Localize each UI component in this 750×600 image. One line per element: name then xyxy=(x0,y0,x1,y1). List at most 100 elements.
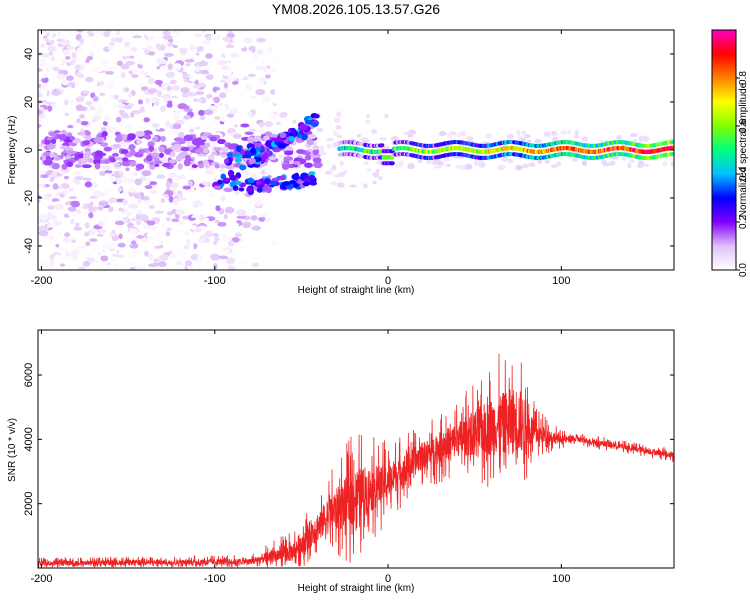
heatmap-cell xyxy=(184,59,195,63)
heatmap-cell xyxy=(205,74,214,80)
heatmap-cell xyxy=(336,134,343,139)
heatmap-cell xyxy=(92,115,102,122)
heatmap-cell xyxy=(56,38,65,43)
heatmap-cell xyxy=(86,55,93,61)
heatmap-cell xyxy=(554,132,559,136)
heatmap-cell xyxy=(141,205,146,210)
heatmap-cell xyxy=(93,136,103,143)
heatmap-cell xyxy=(129,161,137,167)
heatmap-cell xyxy=(198,187,205,192)
heatmap-cell xyxy=(629,132,638,138)
heatmap-cell xyxy=(528,162,536,167)
heatmap-cell xyxy=(560,129,568,135)
heatmap-cell xyxy=(133,171,139,177)
heatmap-cell xyxy=(108,156,117,163)
heatmap-cell xyxy=(182,185,192,190)
heatmap-cell xyxy=(188,77,196,83)
heatmap-cell xyxy=(143,250,149,257)
heatmap-cell xyxy=(125,167,130,172)
heatmap-cell xyxy=(523,134,531,138)
heatmap-cell xyxy=(214,71,222,77)
heatmap-cell xyxy=(247,178,256,183)
heatmap-cell xyxy=(248,114,255,118)
heatmap-cell xyxy=(152,84,160,90)
heatmap-cell xyxy=(434,165,442,169)
heatmap-cell xyxy=(147,37,156,42)
heatmap-cell xyxy=(129,228,139,235)
heatmap-cell xyxy=(662,160,668,167)
heatmap-cell xyxy=(106,243,115,248)
heatmap-cell xyxy=(174,109,180,117)
heatmap-cell xyxy=(443,157,451,161)
heatmap-cell xyxy=(284,150,294,156)
heatmap-cell xyxy=(43,151,51,156)
heatmap-cell xyxy=(175,208,185,216)
heatmap-cell xyxy=(264,218,272,223)
heatmap-cell xyxy=(520,137,526,142)
heatmap-cell xyxy=(39,43,46,49)
heatmap-cell xyxy=(267,113,278,121)
heatmap-cell xyxy=(203,217,210,222)
heatmap-cell xyxy=(165,231,171,237)
heatmap-cell xyxy=(148,235,157,241)
y-tick-label: 2000 xyxy=(23,491,35,515)
heatmap-cell xyxy=(121,121,127,129)
heatmap-cell xyxy=(115,117,122,123)
heatmap-cell xyxy=(128,70,133,75)
heatmap-cell xyxy=(113,162,121,168)
heatmap-cell xyxy=(134,178,143,186)
heatmap-cell xyxy=(534,139,542,144)
heatmap-cell xyxy=(116,177,122,185)
heatmap-cell xyxy=(507,158,514,164)
heatmap-cell xyxy=(372,180,377,185)
heatmap-cell xyxy=(234,158,242,163)
heatmap-cell xyxy=(292,130,299,137)
heatmap-cell xyxy=(96,229,107,233)
heatmap-cell xyxy=(68,196,78,200)
heatmap-cell xyxy=(145,46,154,50)
heatmap-cell xyxy=(265,126,275,132)
heatmap-cell xyxy=(261,57,267,63)
heatmap-cell xyxy=(225,95,235,100)
heatmap-cell xyxy=(253,135,263,143)
heatmap-cell xyxy=(193,126,201,130)
heatmap-cell xyxy=(240,123,250,128)
heatmap-cell xyxy=(98,80,105,86)
heatmap-cell xyxy=(159,65,169,72)
heatmap-cell xyxy=(51,163,60,170)
heatmap-cell xyxy=(45,262,52,270)
x-tick-label: 0 xyxy=(385,275,391,287)
heatmap-cell xyxy=(69,40,79,47)
heatmap-cell xyxy=(431,161,439,165)
heatmap-cell xyxy=(362,183,368,189)
heatmap-cell xyxy=(135,163,145,170)
heatmap-cell xyxy=(176,221,185,226)
heatmap-cell xyxy=(128,144,136,151)
heatmap-cell xyxy=(106,262,112,266)
heatmap-cell xyxy=(38,33,43,40)
heatmap-cell xyxy=(43,62,54,70)
heatmap-cell xyxy=(202,181,209,186)
heatmap-cell xyxy=(304,162,313,168)
heatmap-cell xyxy=(274,137,283,143)
heatmap-cell xyxy=(501,156,508,163)
heatmap-cell xyxy=(48,50,53,56)
heatmap-cell xyxy=(129,55,135,59)
heatmap-cell xyxy=(109,175,117,183)
heatmap-cell xyxy=(185,238,191,246)
heatmap-cell xyxy=(300,133,308,141)
heatmap-cell xyxy=(183,97,190,102)
heatmap-cell xyxy=(158,152,164,158)
heatmap-cell xyxy=(233,152,240,158)
heatmap-cell xyxy=(39,237,46,244)
heatmap-cell xyxy=(75,96,85,103)
heatmap-cell xyxy=(147,141,155,148)
heatmap-cell xyxy=(61,41,71,46)
heatmap-cell xyxy=(65,75,74,81)
heatmap-cell xyxy=(194,33,203,38)
heatmap-cell xyxy=(132,35,143,39)
heatmap-cell xyxy=(101,131,108,137)
heatmap-cell xyxy=(38,225,49,232)
heatmap-cell xyxy=(217,105,227,112)
